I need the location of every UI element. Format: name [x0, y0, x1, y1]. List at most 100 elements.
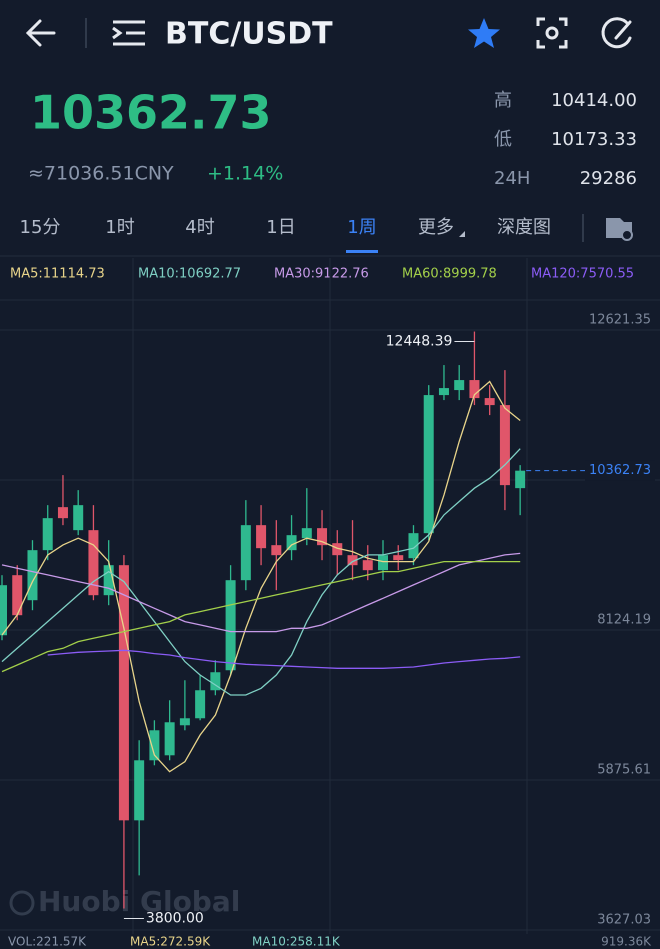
pair-title: BTC/USDT: [165, 17, 333, 52]
candle-body: [164, 722, 175, 756]
stat-value: 29286: [580, 168, 637, 189]
candle-body: [179, 718, 190, 726]
candle-body: [57, 507, 68, 519]
volume-label: MA5:272.59K: [130, 935, 211, 949]
tab[interactable]: 15分: [20, 217, 61, 238]
candle-body: [301, 528, 312, 539]
candle-body: [88, 530, 99, 596]
candle-body: [408, 533, 419, 559]
stat-label: 高: [494, 90, 512, 111]
cny-price: ≈71036.51CNY: [28, 163, 174, 185]
y-tick-label: 5875.61: [597, 762, 651, 777]
back-button[interactable]: [25, 19, 56, 47]
candle-body: [149, 730, 160, 761]
stat-label: 24H: [494, 168, 530, 189]
tab[interactable]: 1时: [105, 217, 134, 238]
candle-body: [210, 672, 221, 691]
refresh-button[interactable]: [601, 17, 632, 49]
tab-label: 更多: [418, 217, 454, 238]
change-percent: +1.14%: [207, 163, 283, 185]
last-price-box: [585, 460, 655, 481]
ma-legend: MA5:11114.73: [10, 267, 105, 282]
tab-underline: [346, 250, 378, 253]
candle-body: [118, 565, 129, 821]
tab-label: 深度图: [497, 217, 551, 238]
menu-button[interactable]: [112, 20, 145, 46]
scan-dot: [545, 26, 559, 40]
candle-body: [347, 555, 358, 566]
tab[interactable]: 深度图: [497, 217, 551, 238]
candle-body: [393, 555, 404, 561]
tab-label: 1时: [105, 217, 134, 238]
ma-legend: MA30:9122.76: [274, 267, 369, 282]
candle-body: [27, 550, 38, 601]
y-tick-label: 3627.03: [597, 912, 651, 927]
candle-body: [469, 380, 480, 399]
scan-icon: [536, 17, 568, 49]
stat-label: 低: [494, 129, 512, 150]
ma-legend: MA10:10692.77: [138, 267, 241, 282]
interval-tabs: 15分 1时 4时 1日 1周 更多 深度图: [20, 217, 551, 253]
watermark: Huobi Global: [38, 885, 240, 918]
settings-gear: [621, 229, 633, 241]
candle-body: [0, 585, 7, 636]
kline-chart: MA5:11114.73 MA10:10692.77 MA30:9122.76 MA6…: [0, 258, 660, 949]
tab[interactable]: 更多: [418, 217, 465, 238]
y-tick-label: 8124.19: [597, 613, 651, 628]
tab[interactable]: 1周: [346, 217, 378, 253]
back-icon: [25, 19, 56, 47]
candle-body: [225, 580, 236, 671]
tab-label: 1日: [266, 217, 295, 238]
candle-body: [256, 525, 267, 549]
candle-body: [484, 398, 495, 406]
tab-label: 15分: [20, 217, 61, 238]
ma-legend: MA60:8999.78: [402, 267, 497, 282]
candle-body: [515, 470, 526, 489]
candle-body: [423, 395, 434, 534]
candle-body: [195, 690, 206, 719]
refresh-icon: [601, 17, 632, 49]
stat-value: 10173.33: [551, 129, 637, 150]
last-price-label: 10362.73: [589, 463, 651, 478]
candle-body: [378, 555, 388, 571]
candle-body: [103, 565, 114, 596]
volume-label: VOL:221.57K: [8, 935, 87, 949]
candle-body: [332, 543, 343, 556]
ma-line: [1, 552, 521, 633]
low-annotation: 3800.00: [146, 910, 204, 926]
volume-strip: [0, 934, 660, 949]
last-price: 10362.73: [30, 86, 272, 140]
stat-value: 10414.00: [551, 90, 637, 111]
candle-body: [134, 760, 145, 821]
candle-body: [317, 528, 328, 546]
tab[interactable]: 1日: [266, 217, 295, 238]
watermark-logo: [9, 890, 35, 916]
scan-button[interactable]: [536, 17, 568, 49]
dropdown-caret: [459, 231, 465, 237]
candle-body: [454, 380, 465, 391]
y-tick-label: 12621.35: [589, 313, 651, 328]
candle-body: [73, 505, 84, 531]
tab-label: 4时: [185, 217, 214, 238]
ma-line: [1, 380, 521, 773]
candle-body: [362, 560, 373, 571]
settings-button[interactable]: [606, 218, 633, 241]
favorite-star[interactable]: [468, 18, 500, 48]
menu-icon: [112, 20, 145, 46]
volume-label: MA10:258.11K: [252, 935, 341, 949]
candle-body: [240, 525, 251, 581]
ma-legend: MA120:7570.55: [531, 267, 634, 282]
ma-line: [1, 448, 521, 696]
candle-body: [499, 405, 510, 486]
volume-label: 919.36K: [601, 935, 652, 949]
candle-body: [271, 545, 282, 556]
tab[interactable]: 4时: [185, 217, 214, 238]
candle-body: [42, 518, 53, 551]
ma-line: [1, 560, 521, 673]
ma-line: [47, 649, 521, 669]
candle-body: [12, 575, 23, 616]
stats: 高 10414.00 低 10173.33 24H 29286: [494, 90, 637, 189]
refresh-stroke: [614, 20, 632, 40]
candle-body: [286, 535, 297, 551]
